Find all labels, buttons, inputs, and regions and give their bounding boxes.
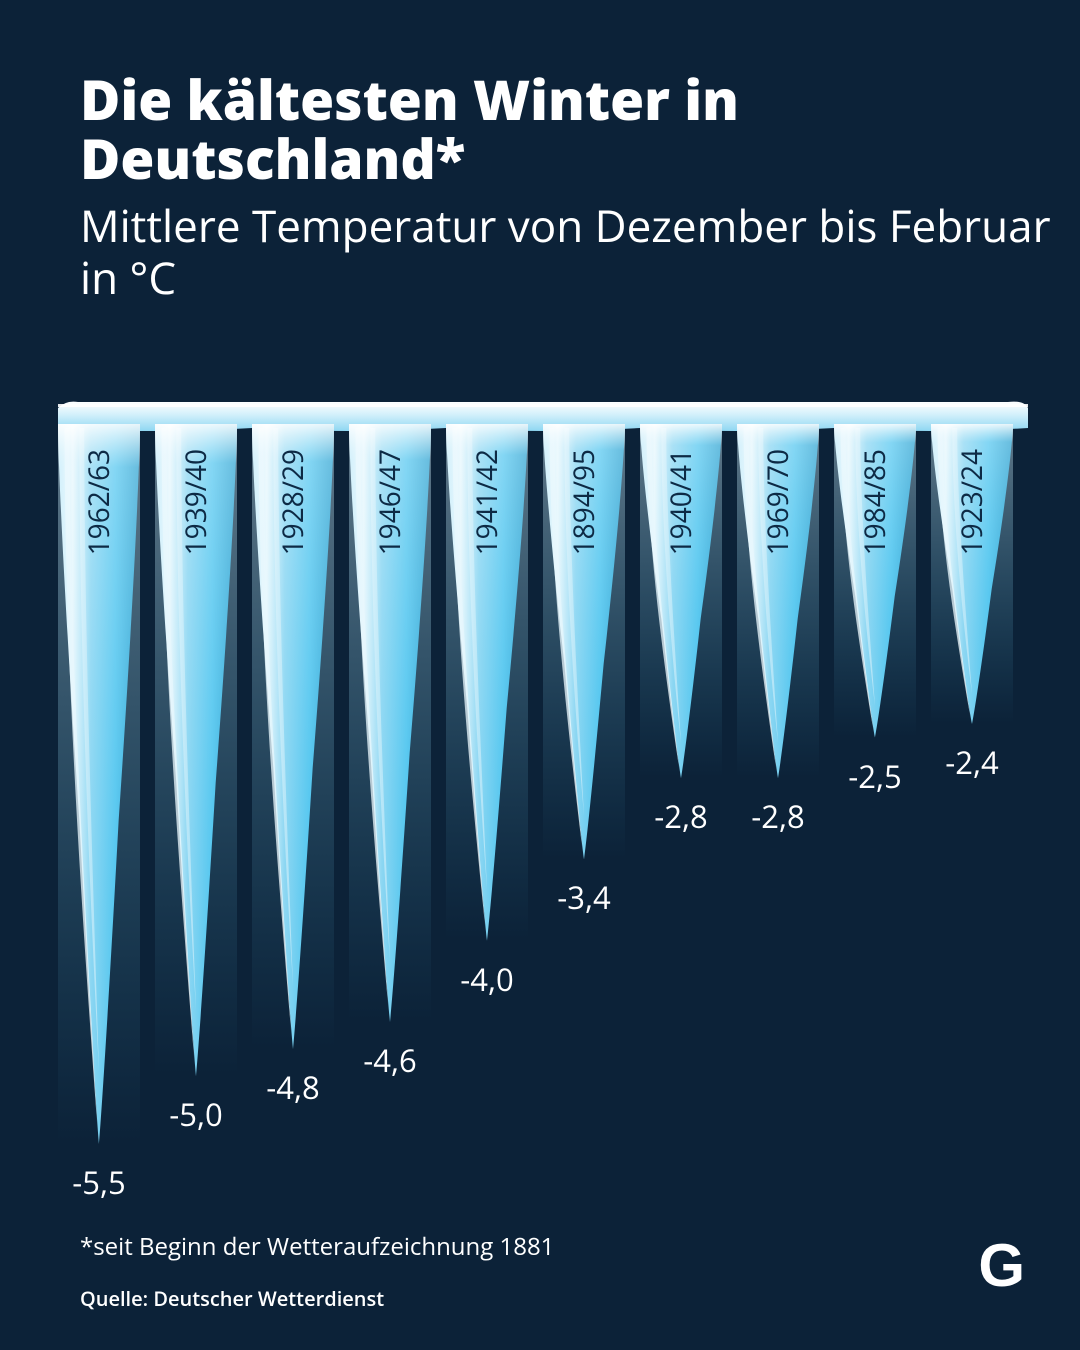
icicle-bar: 1923/24-2,4 — [931, 424, 1013, 724]
infographic-page: Die kältesten Winter in Deutschland* Mit… — [0, 0, 1080, 1350]
icicle-year-label: 1962/63 — [80, 449, 118, 555]
icicle-year-label: 1928/29 — [274, 449, 312, 555]
chart-subtitle: Mittlere Temperatur von Dezember bis Feb… — [80, 200, 1080, 304]
icicle-year-label: 1969/70 — [759, 449, 797, 555]
icicle-year-label: 1894/95 — [565, 449, 603, 555]
icicle-year-label: 1941/42 — [468, 449, 506, 555]
icicle-bar: 1894/95-3,4 — [543, 424, 625, 859]
icicle-year-label: 1939/40 — [177, 449, 215, 555]
icicle-year-label: 1946/47 — [371, 449, 409, 555]
icicle-bar: 1941/42-4,0 — [446, 424, 528, 941]
chart-title: Die kältesten Winter in Deutschland* — [80, 70, 1080, 189]
icicle-bar: 1969/70-2,8 — [737, 424, 819, 778]
icicle-value-label: -4,8 — [266, 1067, 319, 1109]
icicle-year-label: 1923/24 — [953, 449, 991, 555]
icicle-chart: 1962/63-5,5 1939/40-5,0 1928/29-4,8 — [58, 406, 1028, 1166]
icicle-value-label: -5,5 — [72, 1162, 125, 1204]
footnote: *seit Beginn der Wetteraufzeichnung 1881 — [80, 1230, 554, 1263]
icicle-bar: 1946/47-4,6 — [349, 424, 431, 1022]
source-label: Quelle: Deutscher Wetterdienst — [80, 1285, 384, 1312]
icicle-value-label: -3,4 — [557, 877, 610, 919]
brand-logo: G — [978, 1231, 1025, 1300]
icicle-value-label: -2,5 — [848, 756, 901, 798]
icicle-bar: 1940/41-2,8 — [640, 424, 722, 778]
icicle-value-label: -2,8 — [654, 796, 707, 838]
icicle-year-label: 1940/41 — [662, 449, 700, 555]
icicle-bar: 1984/85-2,5 — [834, 424, 916, 738]
icicle-bar: 1962/63-5,5 — [58, 424, 140, 1144]
icicle-value-label: -2,4 — [945, 742, 998, 784]
icicle-value-label: -2,8 — [751, 796, 804, 838]
icicle-bar: 1939/40-5,0 — [155, 424, 237, 1076]
icicle-value-label: -4,6 — [363, 1040, 416, 1082]
icicle-value-label: -4,0 — [460, 959, 513, 1001]
icicle-year-label: 1984/85 — [856, 449, 894, 555]
icicle-bar: 1928/29-4,8 — [252, 424, 334, 1049]
icicle-value-label: -5,0 — [169, 1094, 222, 1136]
